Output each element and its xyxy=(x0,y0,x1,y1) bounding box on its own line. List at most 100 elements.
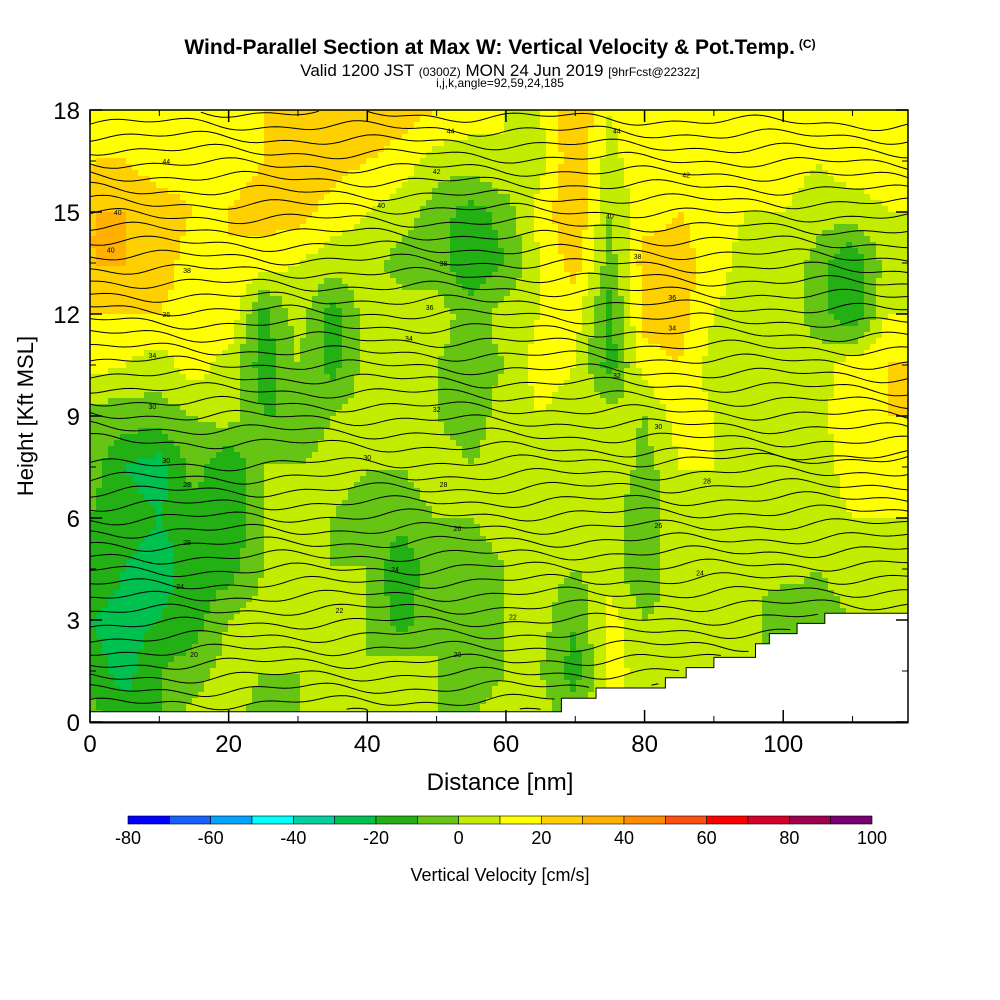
velocity-cell xyxy=(444,254,451,261)
velocity-cell xyxy=(858,182,865,189)
velocity-cell xyxy=(756,230,763,237)
velocity-cell xyxy=(432,194,439,201)
velocity-cell xyxy=(324,122,331,129)
velocity-cell xyxy=(828,284,835,291)
velocity-cell xyxy=(468,116,475,123)
velocity-cell xyxy=(480,200,487,207)
velocity-cell xyxy=(90,182,97,189)
velocity-cell xyxy=(432,284,439,291)
velocity-cell xyxy=(834,242,841,249)
velocity-cell xyxy=(702,164,709,171)
velocity-cell xyxy=(822,134,829,141)
velocity-cell xyxy=(564,134,571,141)
velocity-cell xyxy=(150,200,157,207)
velocity-cell xyxy=(666,302,673,309)
velocity-cell xyxy=(708,152,715,159)
velocity-cell xyxy=(846,272,853,279)
velocity-cell xyxy=(840,296,847,303)
velocity-cell xyxy=(702,176,709,183)
velocity-cell xyxy=(570,260,577,267)
velocity-cell xyxy=(492,284,499,291)
velocity-cell xyxy=(126,266,133,273)
velocity-cell xyxy=(294,314,301,321)
velocity-cell xyxy=(756,224,763,231)
velocity-cell xyxy=(888,284,895,291)
velocity-cell xyxy=(318,182,325,189)
velocity-cell xyxy=(576,284,583,291)
velocity-cell xyxy=(786,314,793,321)
velocity-cell xyxy=(336,320,343,327)
velocity-cell xyxy=(408,158,415,165)
velocity-cell xyxy=(630,278,637,285)
velocity-cell xyxy=(186,128,193,135)
velocity-cell xyxy=(378,116,385,123)
velocity-cell xyxy=(798,122,805,129)
velocity-cell xyxy=(396,194,403,201)
velocity-cell xyxy=(378,260,385,267)
velocity-cell xyxy=(828,302,835,309)
velocity-cell xyxy=(246,272,253,279)
velocity-cell xyxy=(144,200,151,207)
velocity-cell xyxy=(570,188,577,195)
velocity-cell xyxy=(612,176,619,183)
velocity-cell xyxy=(906,236,909,243)
velocity-cell xyxy=(732,128,739,135)
velocity-cell xyxy=(318,302,325,309)
velocity-cell xyxy=(336,212,343,219)
velocity-cell xyxy=(96,296,103,303)
velocity-cell xyxy=(468,212,475,219)
velocity-cell xyxy=(132,110,139,117)
velocity-cell xyxy=(630,170,637,177)
velocity-cell xyxy=(288,188,295,195)
velocity-cell xyxy=(414,254,421,261)
velocity-cell xyxy=(414,164,421,171)
velocity-cell xyxy=(180,128,187,135)
velocity-cell xyxy=(150,164,157,171)
velocity-cell xyxy=(546,224,553,231)
velocity-cell xyxy=(306,116,313,123)
velocity-cell xyxy=(432,134,439,141)
velocity-cell xyxy=(852,236,859,243)
velocity-cell xyxy=(684,320,691,327)
velocity-cell xyxy=(654,296,661,303)
velocity-cell xyxy=(456,188,463,195)
velocity-cell xyxy=(810,296,817,303)
velocity-cell xyxy=(384,248,391,255)
velocity-cell xyxy=(450,194,457,201)
velocity-cell xyxy=(822,320,829,327)
velocity-cell xyxy=(204,296,211,303)
velocity-cell xyxy=(696,152,703,159)
velocity-cell xyxy=(522,110,529,117)
velocity-cell xyxy=(324,278,331,285)
velocity-cell xyxy=(348,218,355,225)
velocity-cell xyxy=(528,254,535,261)
velocity-cell xyxy=(672,152,679,159)
velocity-cell xyxy=(594,134,601,141)
velocity-cell xyxy=(246,320,253,327)
velocity-cell xyxy=(600,116,607,123)
velocity-cell xyxy=(324,134,331,141)
velocity-cell xyxy=(480,290,487,297)
velocity-cell xyxy=(390,164,397,171)
velocity-cell xyxy=(426,146,433,153)
velocity-cell xyxy=(222,164,229,171)
velocity-cell xyxy=(666,134,673,141)
velocity-cell xyxy=(702,254,709,261)
velocity-cell xyxy=(246,170,253,177)
velocity-cell xyxy=(342,320,349,327)
velocity-cell xyxy=(630,230,637,237)
velocity-cell xyxy=(294,218,301,225)
velocity-cell xyxy=(300,314,307,321)
velocity-cell xyxy=(216,272,223,279)
velocity-cell xyxy=(900,224,907,231)
velocity-cell xyxy=(96,170,103,177)
velocity-cell xyxy=(774,308,781,315)
velocity-cell xyxy=(738,152,745,159)
velocity-cell xyxy=(174,152,181,159)
velocity-cell xyxy=(498,134,505,141)
velocity-cell xyxy=(336,146,343,153)
velocity-cell xyxy=(738,128,745,135)
velocity-cell xyxy=(552,278,559,285)
velocity-cell xyxy=(750,314,757,321)
velocity-cell xyxy=(888,200,895,207)
